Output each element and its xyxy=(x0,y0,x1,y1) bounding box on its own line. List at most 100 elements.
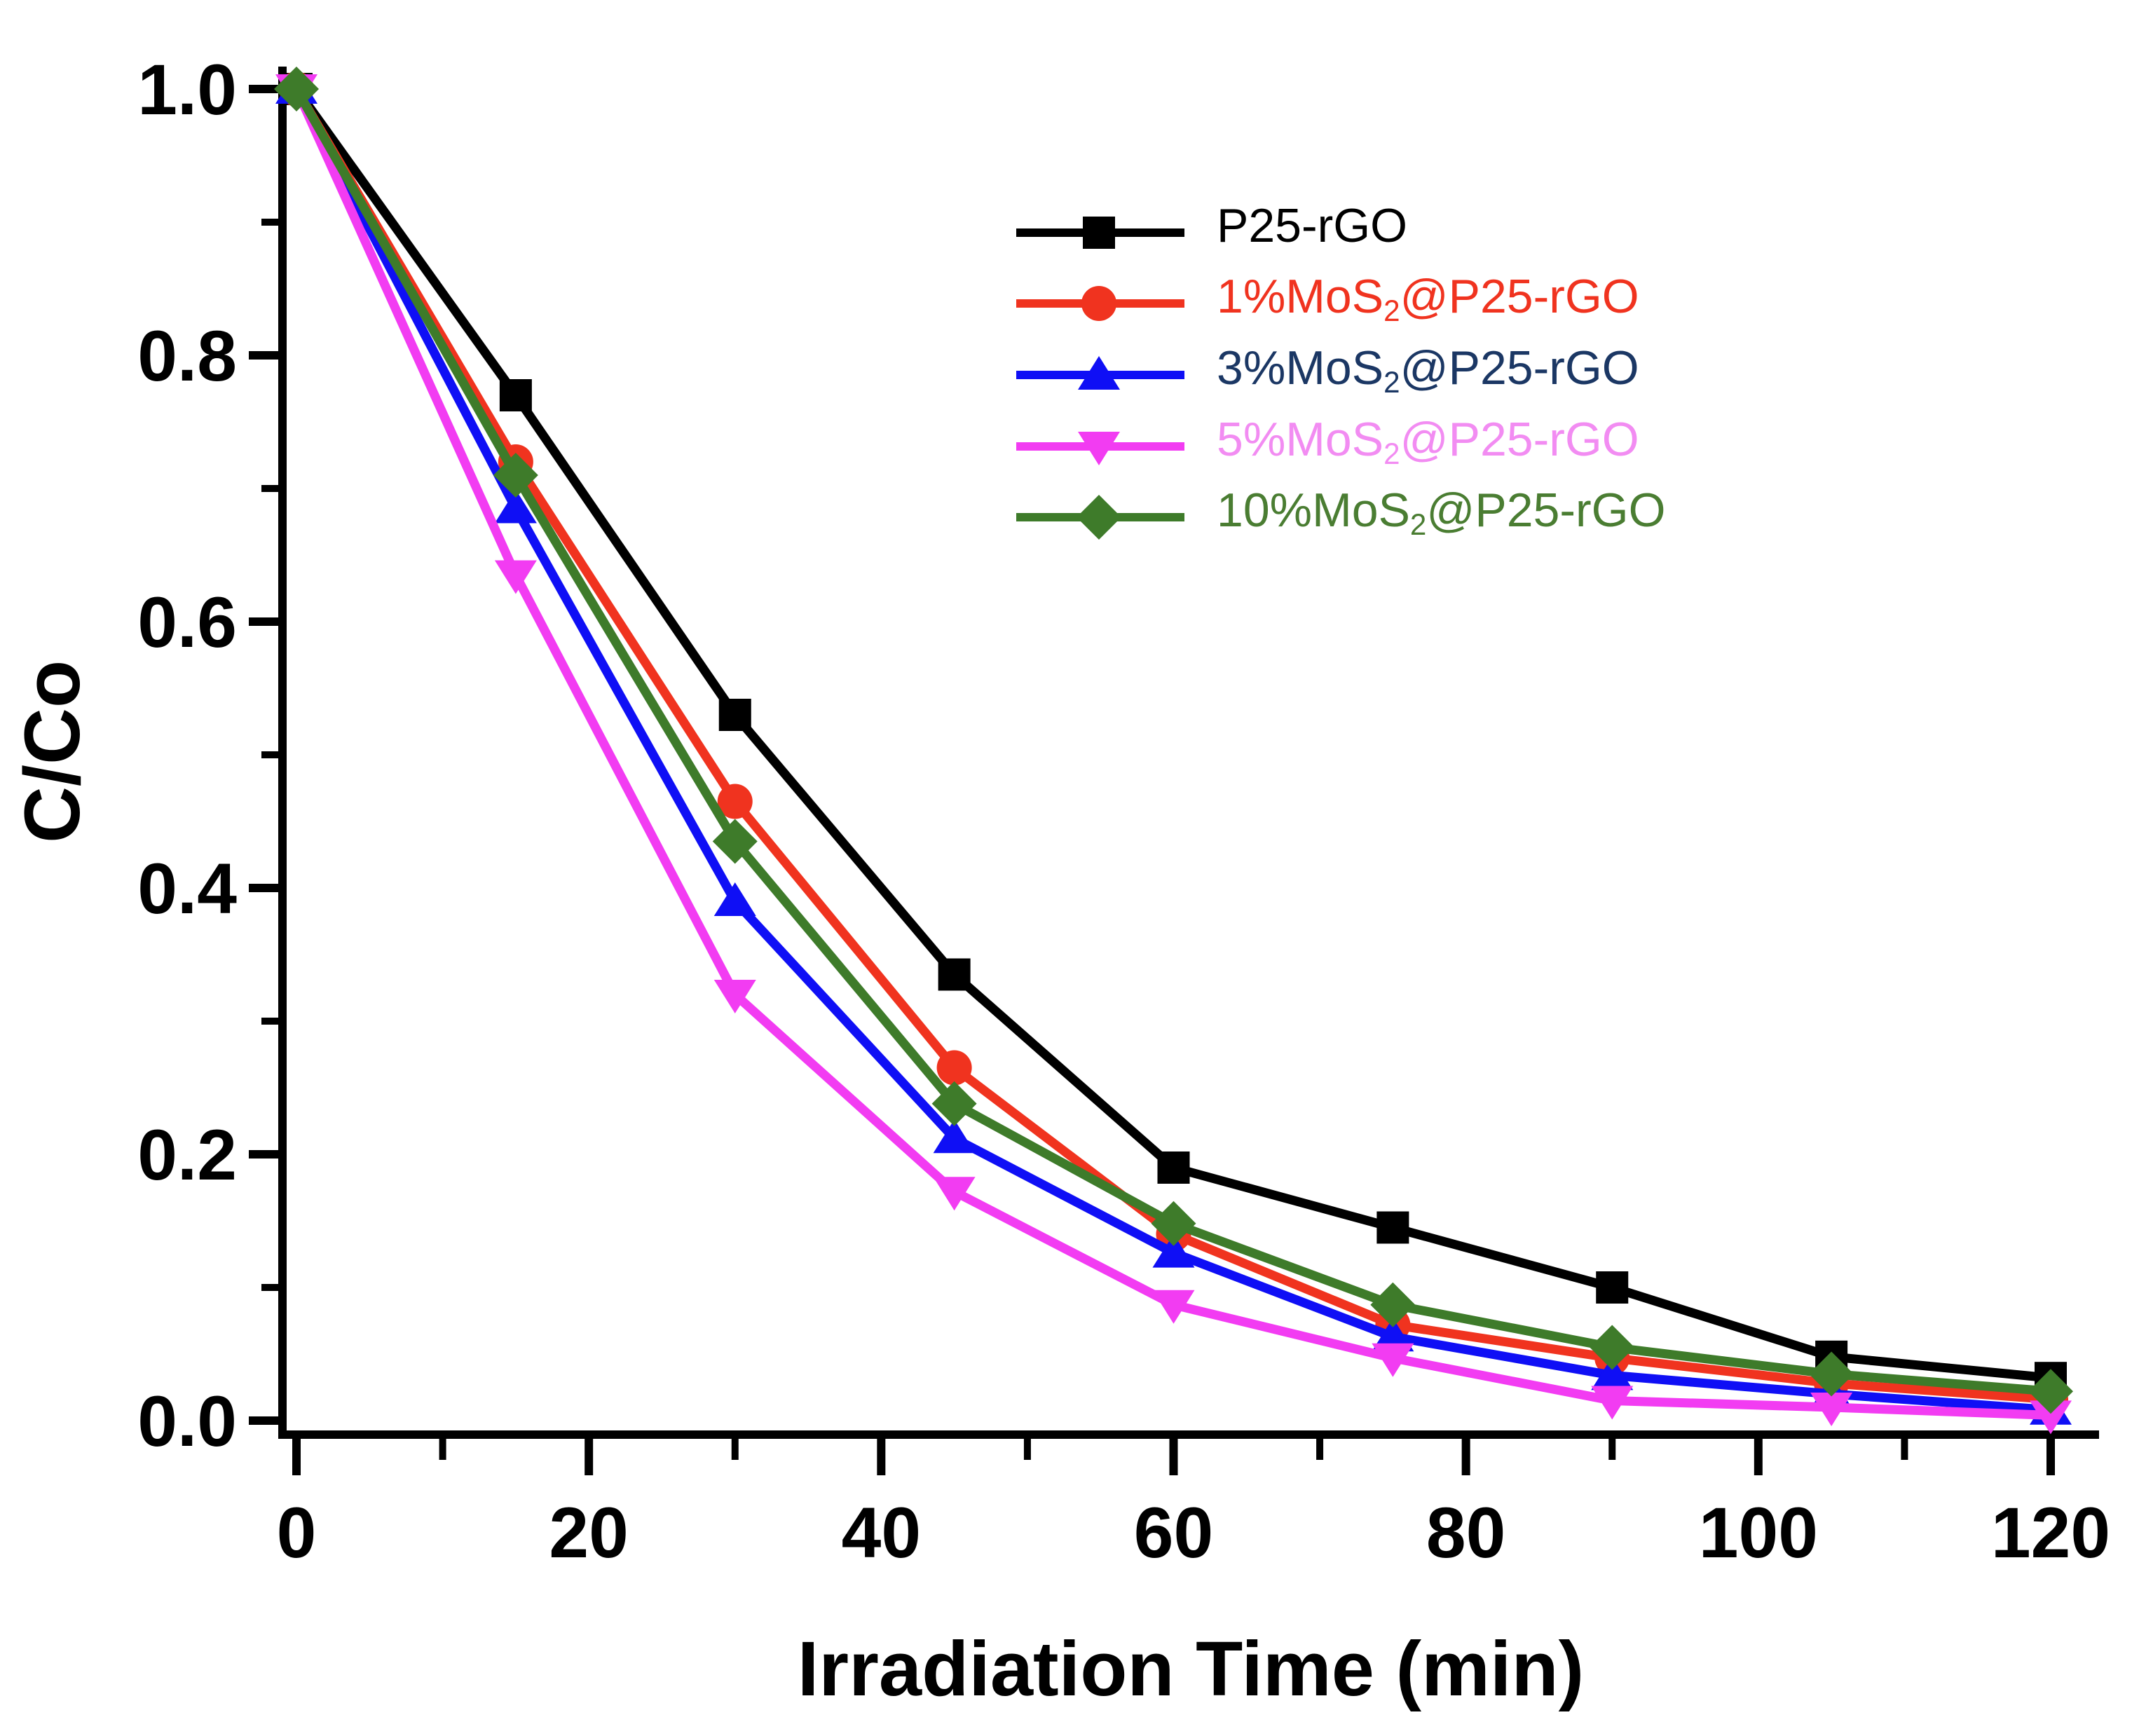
x-axis-line xyxy=(278,1430,2099,1439)
legend-item-10pct-mos2: 10%MoS2@P25-rGO xyxy=(1016,482,1665,552)
marker-triangle-down xyxy=(1152,1290,1195,1324)
x-tick-label: 80 xyxy=(1426,1493,1505,1573)
marker-square xyxy=(1083,217,1115,249)
marker-square xyxy=(1157,1151,1190,1184)
legend-label: 1%MoS2@P25-rGO xyxy=(1217,261,1639,346)
legend-text: @P25-rGO xyxy=(1426,483,1666,537)
marker-triangle-down xyxy=(1591,1386,1634,1420)
legend-text: 10%MoS xyxy=(1217,483,1410,537)
legend-swatch-circle xyxy=(1016,286,1184,321)
y-tick-label: 0.8 xyxy=(137,316,237,396)
legend-swatch-triangle-down xyxy=(1016,432,1184,465)
legend-item-5pct-mos2: 5%MoS2@P25-rGO xyxy=(1016,411,1639,481)
y-tick-label: 0.6 xyxy=(137,582,237,662)
x-tick-label: 40 xyxy=(842,1493,921,1573)
marker-triangle-down xyxy=(2029,1400,2072,1435)
y-major-tick xyxy=(249,85,278,93)
x-minor-tick xyxy=(1901,1439,1908,1460)
x-major-tick xyxy=(585,1439,594,1475)
legend-swatch-triangle-up xyxy=(1016,356,1184,390)
marker-diamond xyxy=(274,67,319,111)
y-minor-tick xyxy=(261,485,278,492)
legend-text: P25-rGO xyxy=(1217,198,1408,252)
x-tick-label: 20 xyxy=(549,1493,628,1573)
marker-triangle-down xyxy=(1078,432,1120,465)
marker-square xyxy=(938,958,971,991)
legend-item-p25-rgo: P25-rGO xyxy=(1016,198,1407,268)
legend-item-1pct-mos2: 1%MoS2@P25-rGO xyxy=(1016,268,1639,339)
y-tick-label: 1.0 xyxy=(137,50,237,130)
marker-triangle-up xyxy=(1591,1356,1634,1390)
x-major-tick xyxy=(877,1439,886,1475)
legend-subscript: 2 xyxy=(1409,507,1427,541)
marker-diamond xyxy=(493,453,538,498)
marker-diamond xyxy=(1590,1325,1635,1370)
x-major-tick xyxy=(292,1439,301,1475)
legend-text: @P25-rGO xyxy=(1400,341,1639,395)
marker-square xyxy=(718,699,751,731)
legend-item-3pct-mos2: 3%MoS2@P25-rGO xyxy=(1016,340,1639,410)
legend-swatch-square xyxy=(1016,217,1184,249)
marker-diamond xyxy=(2028,1369,2073,1414)
x-axis-title: Irradiation Time (min) xyxy=(797,1626,1585,1712)
legend-swatch-diamond xyxy=(1016,495,1184,540)
y-axis-title: C/Co xyxy=(8,659,96,844)
y-major-tick xyxy=(249,1150,278,1159)
y-minor-tick xyxy=(261,1284,278,1291)
marker-triangle-up xyxy=(933,1119,976,1154)
y-major-tick xyxy=(249,617,278,626)
marker-diamond xyxy=(931,1081,977,1126)
legend-label: 5%MoS2@P25-rGO xyxy=(1217,404,1639,489)
marker-triangle-down xyxy=(1810,1393,1853,1426)
marker-triangle-down xyxy=(933,1177,976,1211)
x-minor-tick xyxy=(1316,1439,1324,1460)
marker-triangle-down xyxy=(713,980,756,1013)
x-major-tick xyxy=(1754,1439,1763,1475)
legend-subscript: 2 xyxy=(1383,294,1400,327)
legend-subscript: 2 xyxy=(1383,437,1400,470)
marker-square xyxy=(1376,1211,1409,1244)
marker-diamond xyxy=(1077,495,1121,540)
x-minor-tick xyxy=(1608,1439,1616,1460)
legend-label: P25-rGO xyxy=(1217,191,1407,275)
y-tick-label: 0.0 xyxy=(137,1381,237,1461)
x-major-tick xyxy=(1169,1439,1178,1475)
x-major-tick xyxy=(2046,1439,2055,1475)
legend-text: @P25-rGO xyxy=(1400,412,1639,466)
marker-square xyxy=(1596,1271,1629,1304)
y-major-tick xyxy=(249,351,278,360)
y-minor-tick xyxy=(261,1018,278,1025)
marker-square xyxy=(499,379,532,411)
marker-triangle-up xyxy=(494,489,537,524)
legend-label: 10%MoS2@P25-rGO xyxy=(1217,475,1665,560)
marker-triangle-down xyxy=(494,560,537,594)
y-minor-tick xyxy=(261,219,278,226)
x-minor-tick xyxy=(1023,1439,1031,1460)
marker-triangle-down xyxy=(1372,1343,1414,1377)
marker-circle xyxy=(936,1050,972,1086)
legend-label: 3%MoS2@P25-rGO xyxy=(1217,333,1639,418)
x-tick-label: 60 xyxy=(1134,1493,1213,1573)
x-tick-label: 0 xyxy=(277,1493,317,1573)
y-major-tick xyxy=(249,1416,278,1425)
marker-triangle-up xyxy=(713,882,756,916)
marker-triangle-up xyxy=(1372,1318,1414,1352)
legend-text: 3%MoS xyxy=(1217,341,1384,395)
x-tick-label: 100 xyxy=(1699,1493,1818,1573)
legend-text: @P25-rGO xyxy=(1400,269,1639,323)
marker-diamond xyxy=(1151,1201,1196,1246)
x-tick-label: 120 xyxy=(1991,1493,2110,1573)
y-minor-tick xyxy=(261,751,278,758)
y-tick-label: 0.2 xyxy=(137,1115,237,1195)
marker-diamond xyxy=(1370,1282,1416,1327)
marker-circle xyxy=(1081,286,1116,321)
y-tick-label: 0.4 xyxy=(137,849,237,929)
legend-text: 1%MoS xyxy=(1217,269,1384,323)
marker-circle xyxy=(717,784,753,819)
x-minor-tick xyxy=(731,1439,739,1460)
legend-text: 5%MoS xyxy=(1217,412,1384,466)
marker-diamond xyxy=(712,819,758,864)
x-major-tick xyxy=(1461,1439,1470,1475)
